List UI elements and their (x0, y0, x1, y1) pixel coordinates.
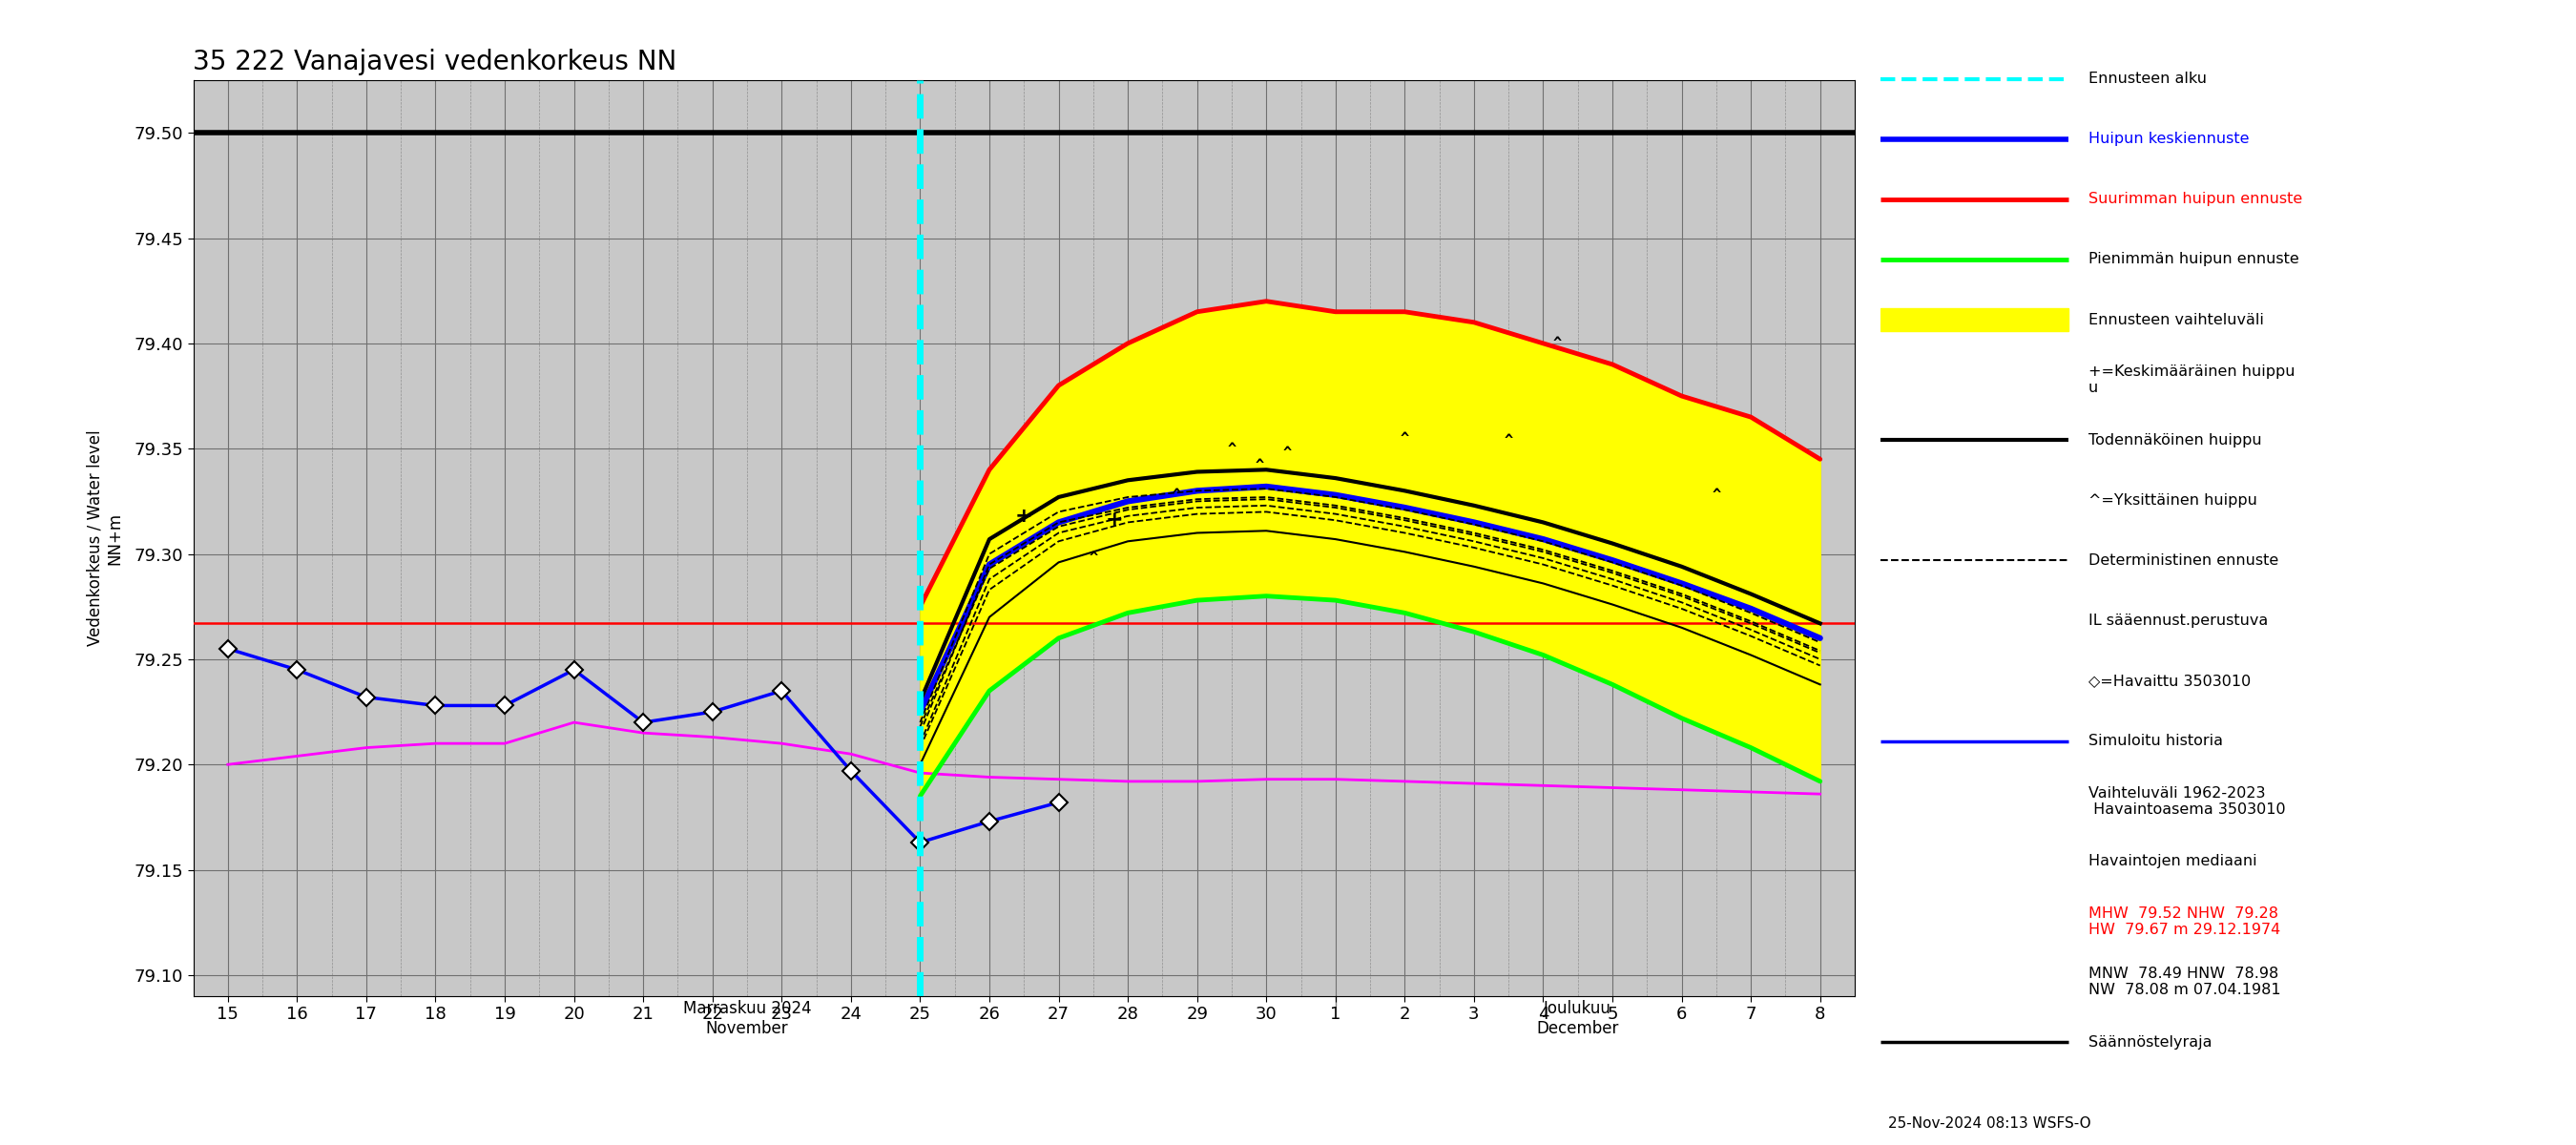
Text: +: + (1105, 511, 1123, 530)
Text: ^: ^ (1401, 431, 1409, 445)
Text: MHW  79.52 NHW  79.28
HW  79.67 m 29.12.1974: MHW 79.52 NHW 79.28 HW 79.67 m 29.12.197… (2089, 906, 2280, 937)
Text: Deterministinen ennuste: Deterministinen ennuste (2089, 553, 2277, 568)
Y-axis label: Vedenkorkeus / Water level
NN+m: Vedenkorkeus / Water level NN+m (85, 431, 124, 646)
Text: IL sääennust.perustuva: IL sääennust.perustuva (2089, 614, 2267, 627)
Text: ^: ^ (1255, 458, 1265, 473)
Text: ^: ^ (1553, 337, 1561, 350)
Text: ^=Yksittäinen huippu: ^=Yksittäinen huippu (2089, 493, 2257, 507)
Text: ^: ^ (1090, 551, 1097, 566)
Text: Marraskuu 2024
November: Marraskuu 2024 November (683, 1001, 811, 1037)
Text: Joulukuu
December: Joulukuu December (1538, 1001, 1618, 1037)
Text: Huipun keskiennuste: Huipun keskiennuste (2089, 132, 2249, 147)
Text: ◇=Havaittu 3503010: ◇=Havaittu 3503010 (2089, 673, 2251, 688)
Text: Ennusteen vaihteluväli: Ennusteen vaihteluväli (2089, 313, 2264, 326)
Text: ^: ^ (1283, 445, 1291, 460)
Text: Ennusteen alku: Ennusteen alku (2089, 72, 2208, 86)
Text: MNW  78.49 HNW  78.98
NW  78.08 m 07.04.1981: MNW 78.49 HNW 78.98 NW 78.08 m 07.04.198… (2089, 966, 2280, 997)
Bar (1880, 308, 2069, 331)
Text: Simuloitu historia: Simuloitu historia (2089, 734, 2223, 748)
Text: Vaihteluväli 1962-2023
 Havaintoasema 3503010: Vaihteluväli 1962-2023 Havaintoasema 350… (2089, 785, 2285, 816)
Text: 25-Nov-2024 08:13 WSFS-O: 25-Nov-2024 08:13 WSFS-O (1888, 1116, 2092, 1131)
Text: Säännöstelyraja: Säännöstelyraja (2089, 1035, 2213, 1049)
Text: ^: ^ (1226, 442, 1236, 456)
Text: ^: ^ (1504, 433, 1512, 448)
Text: 35 222 Vanajavesi vedenkorkeus NN: 35 222 Vanajavesi vedenkorkeus NN (193, 48, 677, 76)
Text: Havaintojen mediaani: Havaintojen mediaani (2089, 854, 2257, 869)
Text: Todennäköinen huippu: Todennäköinen huippu (2089, 433, 2262, 448)
Text: Suurimman huipun ennuste: Suurimman huipun ennuste (2089, 192, 2303, 206)
Text: +: + (1015, 506, 1033, 526)
Text: Pienimmän huipun ennuste: Pienimmän huipun ennuste (2089, 252, 2298, 267)
Text: +=Keskimääräinen huippu
u: +=Keskimääräinen huippu u (2089, 364, 2295, 395)
Text: ^: ^ (1172, 488, 1180, 503)
Text: ^: ^ (1713, 488, 1721, 503)
